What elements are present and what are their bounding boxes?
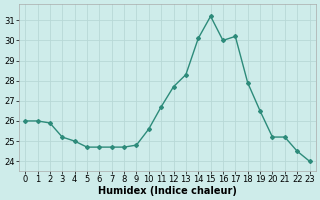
X-axis label: Humidex (Indice chaleur): Humidex (Indice chaleur) — [98, 186, 237, 196]
